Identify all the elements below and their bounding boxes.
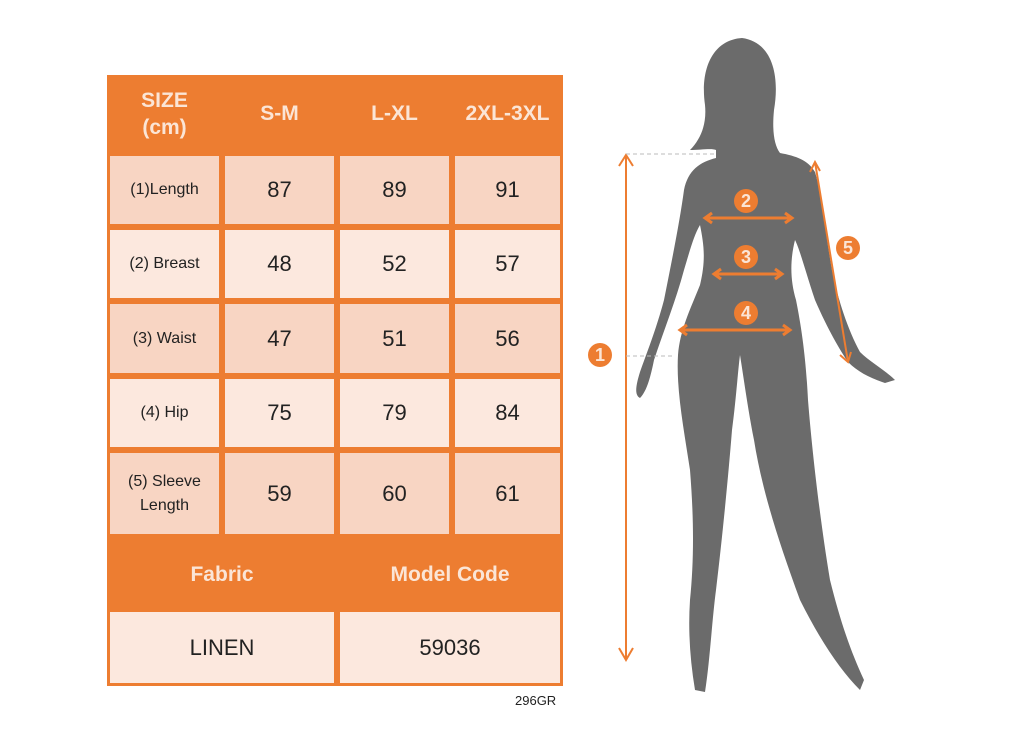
size-chart-table: SIZE (cm) S-M L-XL 2XL-3XL (1)Length 87 89… [107, 75, 563, 686]
marker-4: 4 [734, 301, 758, 325]
svg-text:5: 5 [843, 238, 853, 258]
model-code-header: Model Code [390, 562, 510, 586]
markers: 1 2 3 4 5 [588, 189, 860, 367]
row-label: (3) Waist [110, 304, 219, 373]
row-label: (2) Breast [110, 230, 219, 298]
row-label: (4) Hip [110, 379, 219, 447]
header-size-line2: (cm) [142, 116, 187, 139]
size-value-cell: 59 [225, 453, 334, 534]
silhouette [636, 38, 895, 692]
marker-1: 1 [588, 343, 612, 367]
svg-text:1: 1 [595, 345, 605, 365]
model-code-value: 59036 [340, 612, 560, 683]
header-size-line1: SIZE [141, 88, 188, 112]
fabric-value: LINEN [110, 612, 334, 683]
size-value-cell: 84 [455, 379, 560, 447]
size-value-cell: 51 [340, 304, 449, 373]
marker-5: 5 [836, 236, 860, 260]
size-value-cell: 56 [455, 304, 560, 373]
svg-text:4: 4 [741, 303, 751, 323]
row-label-line2: Length [140, 496, 189, 514]
header-2xl-3xl: 2XL-3XL [465, 102, 550, 126]
size-value-cell: 52 [340, 230, 449, 298]
size-value-cell: 57 [455, 230, 560, 298]
product-code: 296GR [515, 693, 557, 708]
size-value-cell: 75 [225, 379, 334, 447]
header-s-m: S-M [260, 102, 299, 126]
size-value-cell: 87 [225, 156, 334, 224]
row-label: (1)Length [110, 156, 219, 224]
header-size: SIZE (cm) [107, 75, 222, 153]
row-label-line1: (5) Sleeve [128, 472, 201, 490]
size-value-cell: 79 [340, 379, 449, 447]
marker-3: 3 [734, 245, 758, 269]
size-value-cell: 89 [340, 156, 449, 224]
svg-text:3: 3 [741, 247, 751, 267]
size-value-cell: 47 [225, 304, 334, 373]
size-value-cell: 91 [455, 156, 560, 224]
size-value-cell: 61 [455, 453, 560, 534]
guide-lines [626, 153, 715, 357]
measure-arrows [677, 159, 852, 364]
svg-text:2: 2 [741, 191, 751, 211]
size-value-cell: 60 [340, 453, 449, 534]
row-label: (5) Sleeve Length [110, 453, 219, 534]
size-value-cell: 48 [225, 230, 334, 298]
fabric-header: Fabric [190, 562, 254, 586]
marker-2: 2 [734, 189, 758, 213]
header-l-xl: L-XL [371, 102, 418, 126]
length-arrow [618, 153, 634, 662]
